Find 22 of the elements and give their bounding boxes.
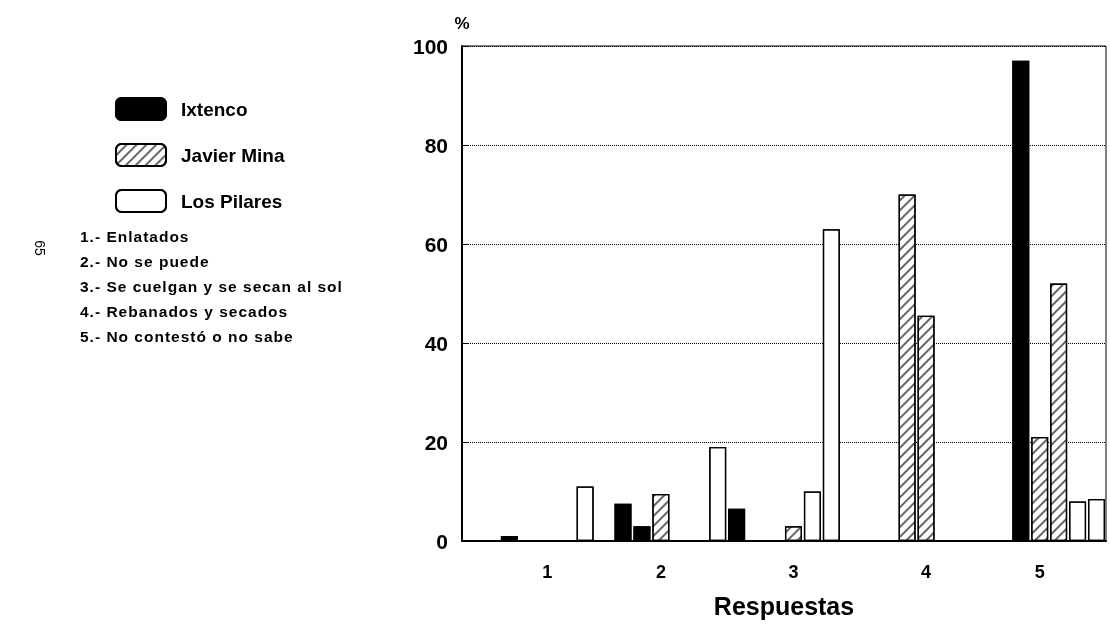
- x-tick-label: 5: [1034, 562, 1045, 582]
- y-tick-label: 60: [424, 232, 448, 256]
- text: 4.- Rebanados y secados: [80, 303, 290, 321]
- legend-label: Javier Mina: [181, 144, 285, 166]
- y-axis-title: %: [454, 14, 470, 33]
- text: 65: [31, 240, 48, 256]
- y-tick-label: 40: [424, 331, 448, 355]
- text: 5.- No contestó o no sabe: [80, 328, 295, 346]
- y-tick-label: 20: [424, 430, 448, 454]
- y-tick-label: 100: [412, 34, 448, 58]
- x-tick-label: 3: [788, 562, 799, 582]
- text: 3.- Se cuelgan y se secan al sol: [80, 278, 344, 296]
- x-tick-label: 4: [921, 562, 932, 582]
- y-tick-label: 0: [436, 529, 448, 553]
- legend-label: Los Pilares: [181, 190, 283, 212]
- text: 2.- No se puede: [80, 253, 211, 271]
- y-tick-label: 80: [424, 133, 448, 157]
- x-tick-label: 1: [542, 562, 553, 582]
- x-axis-title: Respuestas: [713, 591, 855, 620]
- text: 1.- Enlatados: [80, 228, 191, 246]
- x-tick-label: 2: [655, 562, 666, 582]
- legend-label: Ixtenco: [181, 98, 248, 120]
